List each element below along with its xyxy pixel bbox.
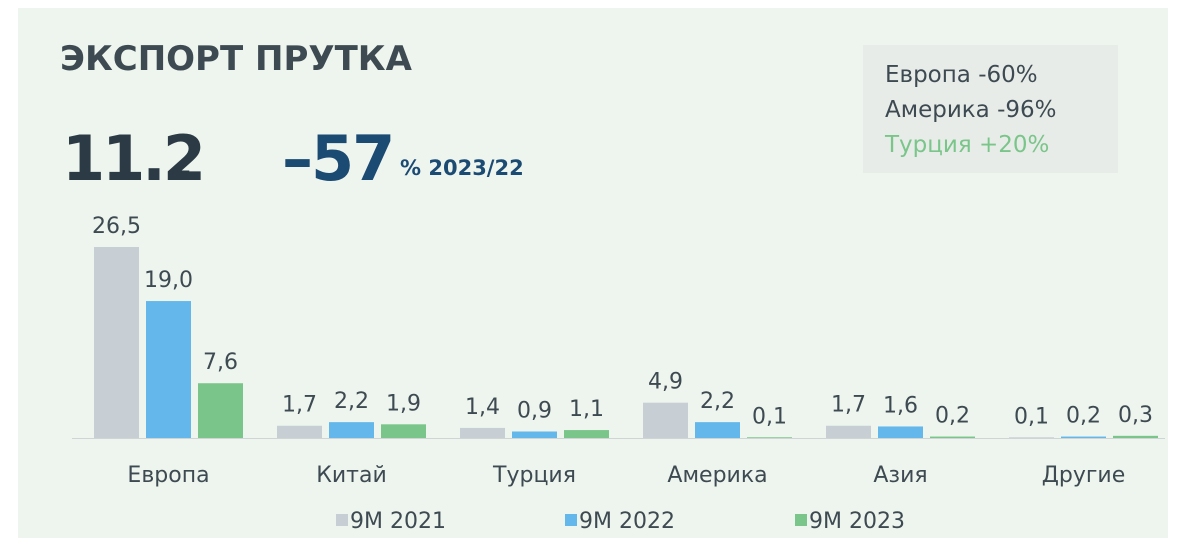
data-label: 1,9 — [386, 391, 421, 416]
chart-title: ЭКСПОРТ ПРУТКА — [60, 39, 413, 79]
bar — [564, 430, 609, 438]
legend-label: 9M 2022 — [579, 509, 675, 534]
legend-swatch — [795, 514, 807, 526]
x-tick-label: Другие — [1042, 463, 1126, 488]
data-label: 1,6 — [883, 393, 918, 418]
change-value: –57 — [282, 122, 393, 195]
data-label: 2,2 — [334, 389, 369, 414]
bar — [1113, 435, 1158, 438]
bar — [1061, 436, 1106, 438]
data-label: 0,1 — [1014, 404, 1049, 429]
bar — [381, 424, 426, 438]
x-tick-label: Европа — [127, 463, 209, 488]
bar — [747, 437, 792, 438]
data-label: 0,1 — [752, 404, 787, 429]
bar — [198, 383, 243, 438]
data-label: 4,9 — [648, 370, 683, 395]
data-label: 2,2 — [700, 389, 735, 414]
x-tick-label: Турция — [492, 463, 576, 488]
legend-label: 9M 2023 — [809, 509, 905, 534]
kpi-unit: кт — [168, 165, 190, 185]
kpi-value: 11.2 — [62, 122, 203, 195]
data-label: 0,2 — [1066, 404, 1101, 429]
data-label: 0,9 — [517, 399, 552, 424]
x-tick-label: Азия — [873, 463, 927, 488]
legend-label: 9M 2021 — [350, 509, 446, 534]
bar — [930, 436, 975, 438]
callout-box — [863, 45, 1118, 173]
x-tick-label: Америка — [667, 463, 767, 488]
data-label: 1,7 — [831, 393, 866, 418]
callout-line: Америка -96% — [885, 97, 1057, 123]
data-label: 0,3 — [1118, 403, 1153, 428]
bar — [695, 422, 740, 438]
bar — [329, 422, 374, 438]
bar — [277, 425, 322, 438]
bar — [878, 426, 923, 438]
legend-swatch — [565, 514, 577, 526]
callout-line: Турция +20% — [884, 132, 1049, 158]
bar — [826, 425, 871, 438]
data-label: 1,7 — [282, 393, 317, 418]
bar — [1009, 437, 1054, 438]
change-unit: % 2023/22 — [400, 156, 524, 180]
data-label: 1,4 — [465, 395, 500, 420]
data-label: 19,0 — [144, 268, 193, 293]
bar — [94, 247, 139, 438]
legend-swatch — [336, 514, 348, 526]
data-label: 7,6 — [203, 350, 238, 375]
data-label: 26,5 — [92, 214, 141, 239]
bar — [146, 301, 191, 438]
callout-line: Европа -60% — [885, 62, 1038, 88]
data-label: 0,2 — [935, 404, 970, 429]
bar — [460, 427, 505, 438]
bar — [643, 402, 688, 438]
data-label: 1,1 — [569, 397, 604, 422]
bar — [512, 431, 557, 438]
x-tick-label: Китай — [316, 463, 387, 488]
